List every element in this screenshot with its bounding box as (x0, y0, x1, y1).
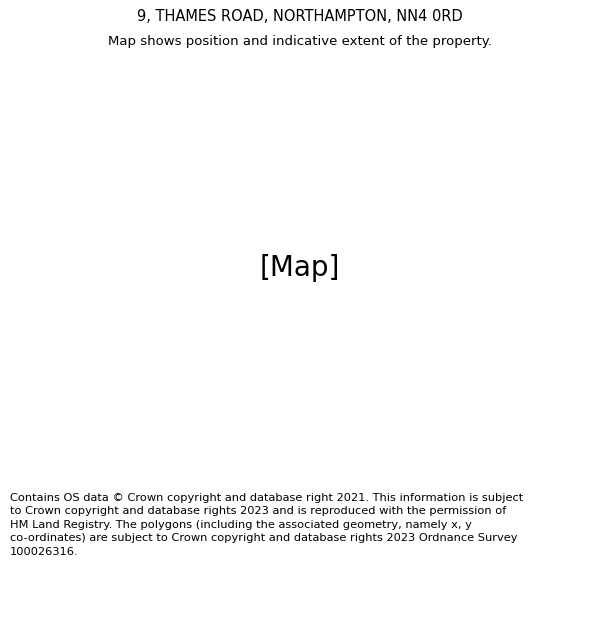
Text: Map shows position and indicative extent of the property.: Map shows position and indicative extent… (108, 35, 492, 48)
Text: Contains OS data © Crown copyright and database right 2021. This information is : Contains OS data © Crown copyright and d… (10, 492, 523, 557)
Text: [Map]: [Map] (260, 254, 340, 282)
Text: 9, THAMES ROAD, NORTHAMPTON, NN4 0RD: 9, THAMES ROAD, NORTHAMPTON, NN4 0RD (137, 9, 463, 24)
